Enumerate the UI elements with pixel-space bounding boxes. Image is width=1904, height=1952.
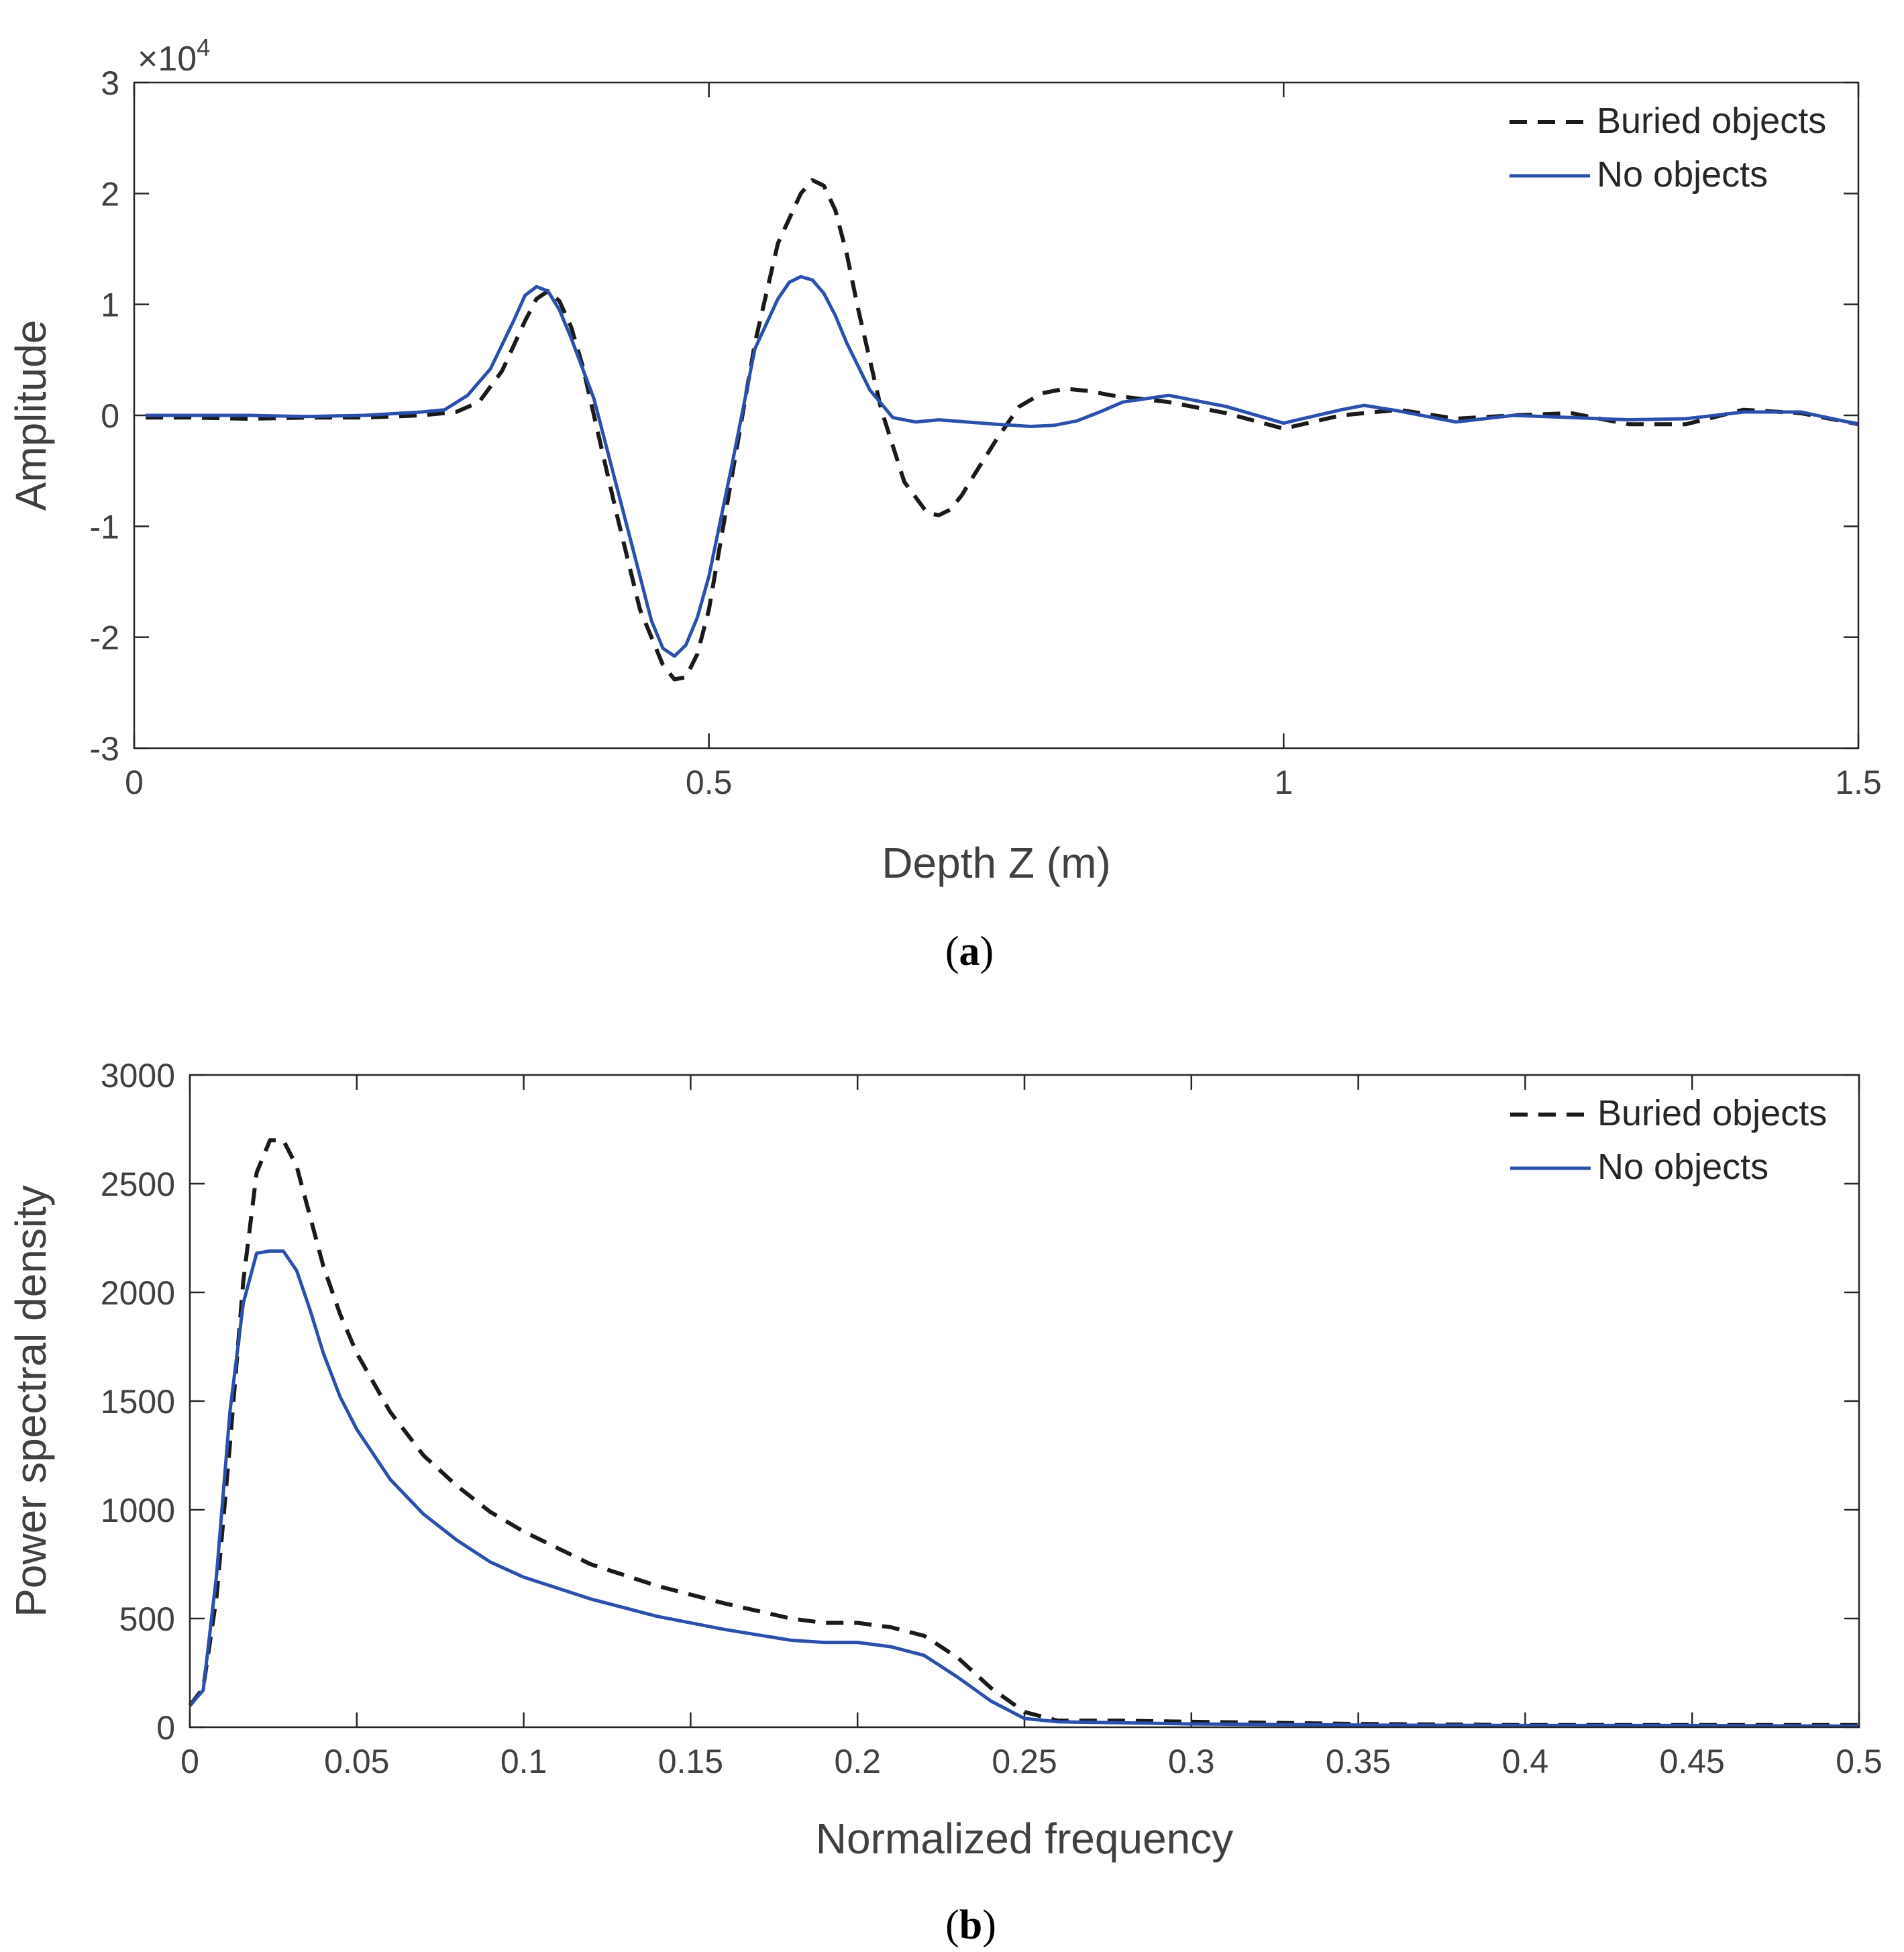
y-axis-title-a: Amplitude xyxy=(7,320,55,511)
x-tick-label: 0.2 xyxy=(834,1743,881,1780)
series-line-no-objects xyxy=(189,1249,1860,1728)
y-tick-label: 3 xyxy=(101,64,119,102)
axis-ticks-a: 0 0.5 1 1.5 -3 -2 -1 0 1 2 3 xyxy=(90,64,1882,801)
x-tick-label: 1 xyxy=(1274,764,1293,801)
y-tick-label: 1500 xyxy=(101,1383,175,1421)
x-tick-label: 0.45 xyxy=(1660,1743,1725,1780)
y-tick-label: 0 xyxy=(156,1709,175,1747)
series-line-buried-objects xyxy=(188,1138,1859,1727)
series-group-a xyxy=(146,178,1859,682)
y-tick-label: 2000 xyxy=(101,1274,175,1312)
x-tick-label: 0 xyxy=(180,1743,199,1780)
x-tick-label: 0.05 xyxy=(324,1743,389,1780)
plot-area-b xyxy=(190,1075,1859,1727)
x-tick-label: 0.1 xyxy=(500,1743,547,1780)
x-tick-label: 0.5 xyxy=(1836,1743,1883,1780)
panel-a-chart: 0 0.5 1 1.5 -3 -2 -1 0 1 2 3 ×104 Depth Z (m) Ampl… xyxy=(7,34,1882,974)
y-tick-label: 2 xyxy=(101,175,119,213)
y-tick-label: -3 xyxy=(90,730,119,768)
legend-a: Buried objects No objects xyxy=(1510,101,1826,195)
axis-ticks-b: 0 0.05 0.1 0.15 0.2 0.25 0.3 0.35 0.4 0.45 0.5 0 500… xyxy=(101,1057,1883,1780)
y-exponent-label-a: ×104 xyxy=(138,34,210,79)
x-tick-label: 0.3 xyxy=(1168,1743,1215,1780)
legend-label-no-objects: No objects xyxy=(1597,154,1768,195)
legend-b: Buried objects No objects xyxy=(1510,1093,1827,1187)
x-tick-label: 0.25 xyxy=(992,1743,1057,1780)
x-axis-title-a: Depth Z (m) xyxy=(882,839,1110,887)
x-tick-label: 0.15 xyxy=(658,1743,723,1780)
y-axis-title-b: Power spectral density xyxy=(7,1185,55,1617)
y-tick-label: 1 xyxy=(101,287,119,324)
axes-frame-b xyxy=(189,1074,1860,1729)
y-tick-label: 500 xyxy=(119,1600,175,1638)
panel-b-chart: 0 0.05 0.1 0.15 0.2 0.25 0.3 0.35 0.4 0.45 0.5 0 500… xyxy=(7,1057,1883,1948)
y-tick-label: -1 xyxy=(90,508,119,546)
legend-label-buried-objects: Buried objects xyxy=(1597,1093,1827,1133)
series-line-no-objects xyxy=(146,274,1859,658)
x-tick-label: 0 xyxy=(125,764,144,801)
x-axis-title-b: Normalized frequency xyxy=(816,1814,1234,1863)
x-tick-label: 0.35 xyxy=(1326,1743,1391,1780)
legend-label-no-objects: No objects xyxy=(1597,1147,1768,1187)
y-tick-label: 3000 xyxy=(101,1057,175,1094)
x-tick-label: 0.5 xyxy=(686,764,733,801)
y-tick-label: -2 xyxy=(90,619,119,657)
plot-area-a xyxy=(134,83,1858,748)
x-tick-label: 1.5 xyxy=(1835,764,1882,801)
y-tick-label: 0 xyxy=(101,397,119,435)
legend-label-buried-objects: Buried objects xyxy=(1597,101,1826,141)
axes-frame-a xyxy=(133,81,1860,750)
panel-label-a: (a) xyxy=(945,929,994,974)
x-tick-label: 0.4 xyxy=(1502,1743,1549,1780)
panel-label-b: (b) xyxy=(945,1902,996,1948)
y-tick-label: 1000 xyxy=(101,1492,175,1529)
y-tick-label: 2500 xyxy=(101,1166,175,1203)
series-group-b xyxy=(188,1138,1860,1728)
